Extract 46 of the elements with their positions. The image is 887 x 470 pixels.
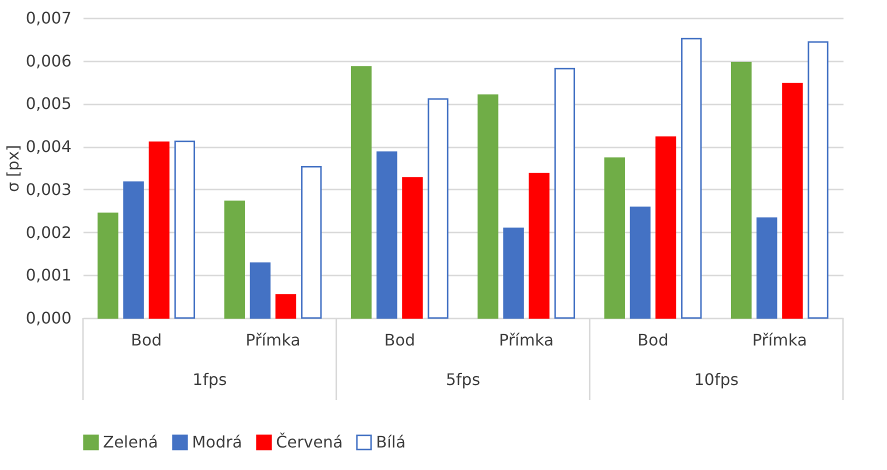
bar	[174, 140, 196, 319]
bar	[123, 181, 144, 319]
y-tick-label: 0,000	[26, 308, 72, 328]
x-tick-label: Přímka	[498, 330, 554, 350]
bar	[503, 228, 524, 319]
text: 1fps	[192, 370, 227, 389]
y-tick-label: 0,003	[26, 180, 72, 199]
bar	[98, 212, 118, 319]
bar	[148, 142, 170, 319]
y-tick-label: 0,004	[26, 137, 72, 156]
text: 10fps	[694, 370, 739, 389]
bar	[478, 94, 498, 319]
bar	[554, 68, 576, 319]
x-tick-label: Bod	[130, 330, 162, 350]
x-tick-label: Bod	[384, 330, 416, 350]
bar	[730, 62, 752, 319]
bar	[528, 172, 550, 319]
legend-label: Modrá	[192, 432, 242, 452]
legend-label: Bílá	[376, 432, 406, 452]
y-tick-label: 0,002	[26, 222, 72, 242]
y-tick-label: 0,007	[26, 8, 72, 28]
bar	[350, 66, 372, 319]
x-tick-label: Přímka	[246, 330, 300, 350]
text: 5fps	[446, 370, 480, 389]
bar	[655, 136, 676, 319]
bar	[808, 41, 828, 319]
bar	[782, 82, 803, 319]
bar	[376, 151, 398, 319]
bar	[604, 157, 625, 319]
y-tick-label: 0,006	[26, 51, 72, 70]
y-tick-label: 0,005	[26, 94, 72, 114]
bar	[630, 206, 651, 319]
x-tick-label: Bod	[638, 330, 668, 350]
y-axis-title: σ [px]	[4, 144, 23, 192]
bar	[428, 98, 448, 319]
bar	[250, 262, 271, 319]
bar	[224, 200, 245, 319]
bar	[756, 217, 778, 319]
legend-label: Zelená	[103, 432, 158, 452]
bar	[301, 166, 322, 319]
x-tick-label: Přímka	[752, 330, 808, 350]
legend-label: Červená	[276, 432, 343, 452]
y-tick-label: 0,001	[26, 266, 72, 285]
bar	[402, 177, 423, 319]
bar	[275, 294, 296, 319]
bar	[681, 38, 702, 319]
